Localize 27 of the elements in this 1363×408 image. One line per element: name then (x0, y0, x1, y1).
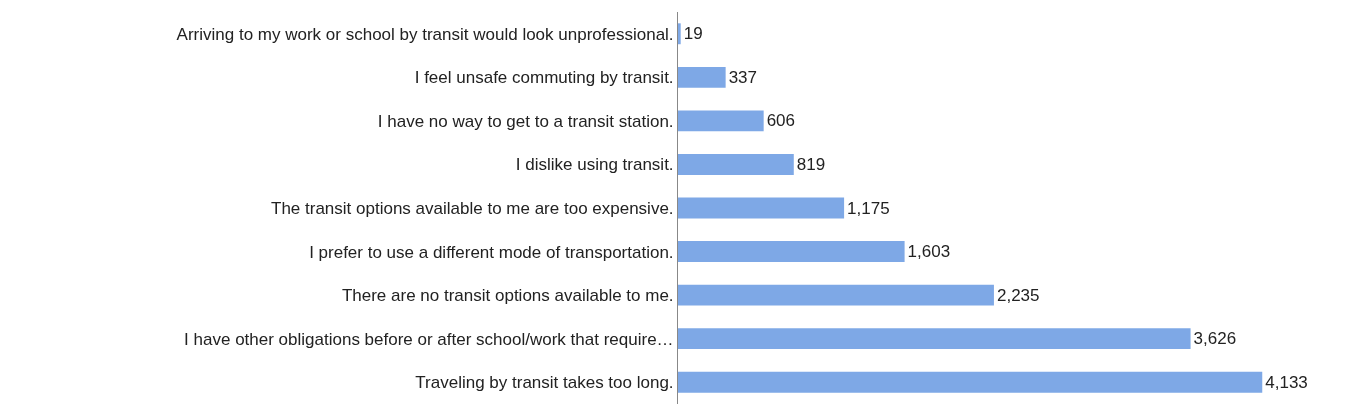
bar (678, 284, 994, 306)
bar (678, 66, 726, 88)
data-label: 606 (766, 111, 796, 131)
bar (678, 371, 1263, 393)
bar (678, 241, 905, 263)
y-tick-label: I have other obligations before or after school/work that require… (184, 329, 674, 349)
data-label: 2,235 (996, 285, 1040, 305)
bar (678, 23, 681, 45)
bar (678, 197, 845, 219)
bar (678, 153, 794, 175)
data-label: 819 (796, 154, 826, 174)
data-label: 4,133 (1265, 372, 1308, 392)
y-tick-label: There are no transit options available to me. (341, 286, 674, 306)
y-tick-label: Traveling by transit takes too long. (415, 373, 674, 393)
y-tick-label: I prefer to use a different mode of transportation. (309, 242, 674, 262)
data-label: 19 (683, 24, 703, 44)
data-label: 1,603 (907, 242, 951, 262)
data-label: 337 (728, 67, 758, 87)
y-tick-label: I dislike using transit. (515, 155, 674, 175)
data-label: 1,175 (847, 198, 890, 218)
bar (678, 328, 1191, 350)
data-label: 3,626 (1193, 329, 1237, 349)
y-tick-label: I have no way to get to a transit station. (377, 111, 674, 131)
y-tick-label: I feel unsafe commuting by transit. (414, 68, 674, 88)
y-tick-label: Arriving to my work or school by transit would look unprofessional. (176, 24, 674, 44)
y-tick-label: The transit options available to me are too expensive. (271, 198, 674, 218)
bar (678, 110, 764, 132)
